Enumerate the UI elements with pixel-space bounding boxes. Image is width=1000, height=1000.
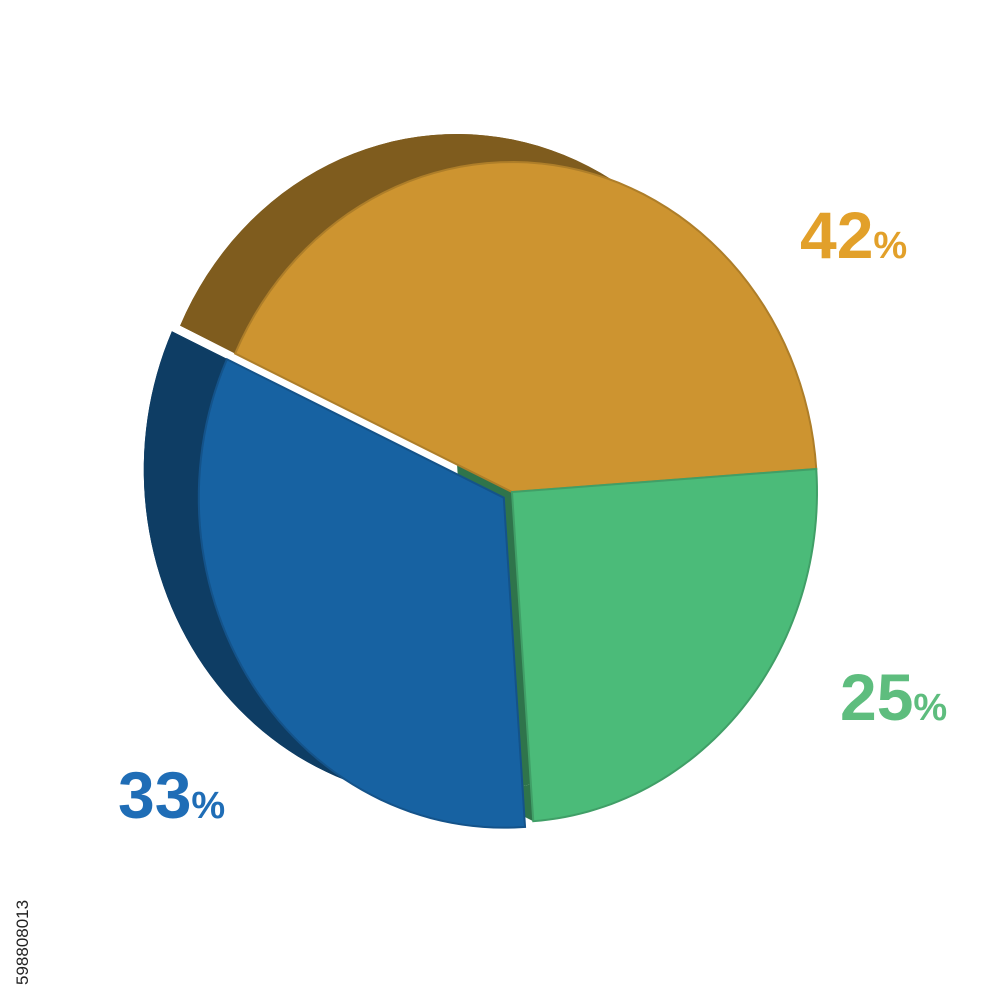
- value-label: 42%: [800, 198, 907, 272]
- pie: [143, 134, 818, 829]
- slice-side: [180, 134, 817, 469]
- value-unit: %: [913, 687, 947, 729]
- value-label: 33%: [118, 758, 225, 832]
- value-number: 33: [118, 758, 191, 832]
- value-label: 25%: [840, 660, 947, 734]
- slice: [197, 357, 527, 829]
- slice: [510, 467, 818, 823]
- value-number: 42: [800, 198, 873, 272]
- value-unit: %: [191, 785, 225, 827]
- value-unit: %: [873, 225, 907, 267]
- labels: 42%33%25%: [118, 198, 947, 832]
- stock-id: 598808013: [13, 900, 32, 985]
- slice-side: [143, 331, 526, 828]
- slice: [233, 161, 818, 494]
- value-number: 25: [840, 660, 913, 734]
